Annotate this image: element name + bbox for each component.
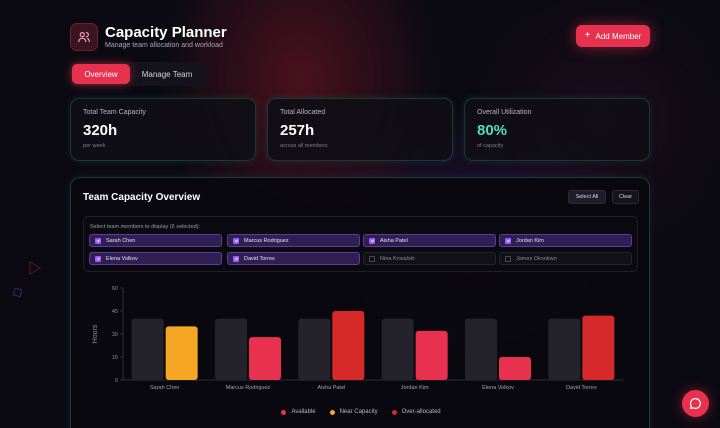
x-tick-label: Marcus Rodriguez	[226, 385, 271, 391]
plus-icon: +	[584, 30, 591, 41]
y-tick-label: 30	[112, 332, 118, 338]
tab-overview[interactable]: Overview	[72, 64, 130, 84]
member-name: Sarah Chen	[106, 237, 136, 244]
legend-swatch	[329, 409, 335, 415]
allocated-bar	[332, 311, 365, 380]
capacity-bar	[548, 318, 581, 380]
add-member-button[interactable]: + Add Member	[576, 25, 650, 47]
stat-label: Total Allocated	[280, 109, 326, 116]
stat-value: 257h	[280, 122, 315, 139]
checkbox-unchecked-icon	[505, 255, 511, 262]
member-name: Nina Kowalski	[380, 255, 415, 262]
chat-bubble-icon	[690, 398, 701, 409]
member-checkbox-nina-kowalski[interactable]: Nina Kowalski	[363, 252, 496, 265]
checkbox-checked-icon	[505, 237, 511, 244]
member-checkbox-marcus-rodriguez[interactable]: Marcus Rodriguez	[227, 234, 360, 247]
member-name: Jordan Kim	[516, 237, 544, 244]
member-name: Marcus Rodriguez	[244, 237, 289, 244]
stat-label: Overall Utilization	[477, 109, 532, 116]
checkbox-checked-icon	[95, 255, 101, 262]
x-tick-label: Sarah Chen	[150, 385, 179, 391]
allocated-bar	[165, 326, 198, 380]
legend-swatch	[391, 409, 397, 415]
app-root: Capacity Planner Manage team allocation …	[70, 0, 650, 428]
member-checkbox-elena-volkov[interactable]: Elena Volkov	[89, 252, 222, 265]
app-logo	[70, 23, 98, 51]
checkbox-checked-icon	[233, 237, 239, 244]
stat-value: 80%	[477, 122, 508, 139]
tab-bar: Overview Manage Team	[70, 62, 207, 86]
checkbox-checked-icon	[95, 237, 101, 244]
page-subtitle: Manage team allocation and workload	[105, 42, 223, 49]
legend-label: Available	[291, 409, 316, 415]
chart-legend: Available Near Capacity Over-allocated	[71, 409, 651, 415]
x-tick-label: Jordan Kim	[401, 385, 429, 391]
chat-button[interactable]	[682, 390, 709, 417]
decor-square-shape	[13, 288, 23, 298]
legend-label: Near Capacity	[339, 409, 378, 415]
member-checkbox-aisha-patel[interactable]: Aisha Patel	[363, 234, 496, 247]
member-checkbox-david-torres[interactable]: David Torres	[227, 252, 360, 265]
capacity-bar	[381, 318, 414, 380]
allocated-bar	[249, 337, 281, 380]
member-checkbox-jordan-kim[interactable]: Jordan Kim	[499, 234, 632, 247]
allocated-bar	[582, 315, 615, 380]
member-checkbox-sarah-chen[interactable]: Sarah Chen	[89, 234, 222, 247]
page-title: Capacity Planner	[105, 24, 227, 41]
stat-card-utilization: Overall Utilization 80% of capacity	[464, 98, 650, 161]
member-name: Elena Volkov	[106, 255, 138, 262]
clear-button[interactable]: Clear	[612, 190, 639, 204]
member-selector-hint: Select team members to display (6 select…	[90, 224, 201, 230]
x-tick-label: Elena Volkov	[482, 385, 514, 391]
capacity-bar-chart: 0 15 30 45 60 Hours Sarah Chen Marcus Rodriguez…	[92, 286, 623, 391]
decor-play-shape	[29, 261, 41, 275]
tab-manage-team[interactable]: Manage Team	[141, 69, 193, 79]
y-tick-label: 15	[112, 355, 118, 361]
member-name: David Torres	[244, 255, 275, 262]
stat-label: Total Team Capacity	[83, 109, 146, 116]
member-name: James Okonkwo	[516, 255, 557, 262]
stat-sub: per week	[83, 143, 106, 149]
legend-swatch	[281, 409, 287, 415]
users-icon	[78, 32, 90, 43]
legend-item-available: Available	[281, 409, 316, 415]
y-tick-label: 45	[112, 309, 118, 315]
add-member-label: Add Member	[595, 31, 642, 41]
stat-card-total-capacity: Total Team Capacity 320h per week	[70, 98, 256, 161]
capacity-bar	[298, 318, 331, 380]
stat-sub: across all members	[280, 143, 328, 149]
checkbox-checked-icon	[369, 237, 375, 244]
legend-item-near-capacity: Near Capacity	[329, 409, 378, 415]
legend-label: Over-allocated	[401, 409, 441, 415]
y-tick-label: 60	[112, 286, 118, 292]
capacity-overview-panel: Team Capacity Overview Select All Clear …	[70, 177, 650, 428]
checkbox-checked-icon	[233, 255, 239, 262]
checkbox-unchecked-icon	[369, 255, 375, 262]
member-name: Aisha Patel	[380, 237, 408, 244]
capacity-bar	[215, 318, 247, 380]
x-tick-label: David Torres	[566, 385, 597, 391]
capacity-bar	[465, 318, 497, 380]
legend-item-over-allocated: Over-allocated	[391, 409, 441, 415]
member-checkbox-james-okonkwo[interactable]: James Okonkwo	[499, 252, 632, 265]
x-tick-label: Aisha Patel	[317, 385, 345, 391]
member-selector: Select team members to display (6 select…	[83, 216, 638, 272]
allocated-bar	[415, 330, 448, 380]
allocated-bar	[499, 357, 531, 380]
stat-sub: of capacity	[477, 143, 504, 149]
stat-value: 320h	[83, 122, 118, 139]
select-all-button[interactable]: Select All	[568, 190, 606, 204]
stat-card-total-allocated: Total Allocated 257h across all members	[267, 98, 453, 161]
capacity-bar	[131, 318, 164, 380]
y-axis-label: Hours	[92, 324, 99, 343]
y-tick-label: 0	[115, 378, 118, 384]
panel-title: Team Capacity Overview	[83, 192, 201, 203]
